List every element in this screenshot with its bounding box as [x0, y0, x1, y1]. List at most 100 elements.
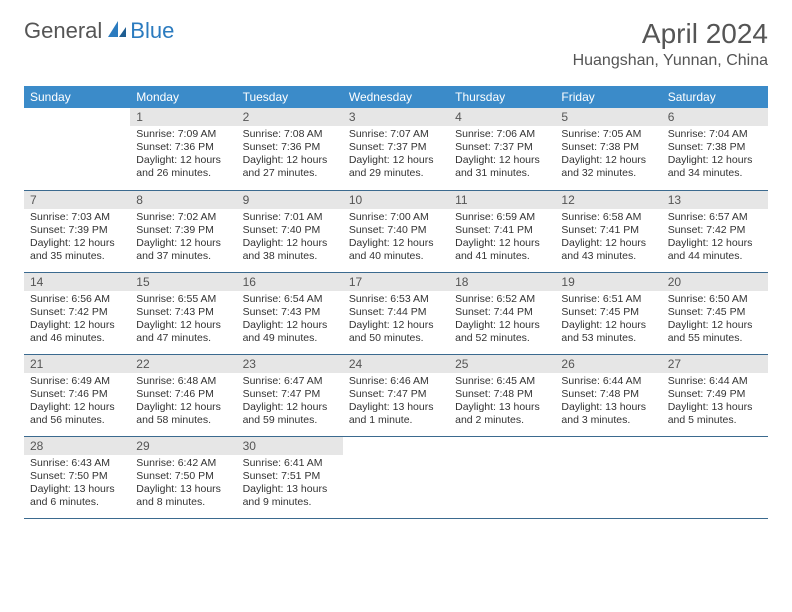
day-number: 29 [130, 437, 236, 455]
day-d1: Daylight: 13 hours [561, 401, 655, 414]
day-d1: Daylight: 13 hours [668, 401, 762, 414]
day-number: 15 [130, 273, 236, 291]
day-d2: and 34 minutes. [668, 167, 762, 180]
dow-sunday: Sunday [24, 86, 130, 108]
day-content: Sunrise: 6:59 AMSunset: 7:41 PMDaylight:… [449, 209, 555, 268]
day-d2: and 38 minutes. [243, 250, 337, 263]
day-ss: Sunset: 7:37 PM [349, 141, 443, 154]
day-cell: 15Sunrise: 6:55 AMSunset: 7:43 PMDayligh… [130, 272, 236, 354]
day-content: Sunrise: 6:42 AMSunset: 7:50 PMDaylight:… [130, 455, 236, 514]
day-sr: Sunrise: 6:56 AM [30, 293, 124, 306]
day-d2: and 29 minutes. [349, 167, 443, 180]
day-d1: Daylight: 13 hours [349, 401, 443, 414]
day-cell: 8Sunrise: 7:02 AMSunset: 7:39 PMDaylight… [130, 190, 236, 272]
day-d2: and 52 minutes. [455, 332, 549, 345]
day-number: 22 [130, 355, 236, 373]
day-cell: 19Sunrise: 6:51 AMSunset: 7:45 PMDayligh… [555, 272, 661, 354]
day-content: Sunrise: 7:07 AMSunset: 7:37 PMDaylight:… [343, 126, 449, 185]
logo-text-general: General [24, 18, 102, 44]
day-sr: Sunrise: 7:00 AM [349, 211, 443, 224]
day-number: 26 [555, 355, 661, 373]
day-number: 28 [24, 437, 130, 455]
day-d2: and 47 minutes. [136, 332, 230, 345]
day-content: Sunrise: 6:44 AMSunset: 7:48 PMDaylight:… [555, 373, 661, 432]
day-ss: Sunset: 7:48 PM [455, 388, 549, 401]
day-number: 3 [343, 108, 449, 126]
day-cell: 3Sunrise: 7:07 AMSunset: 7:37 PMDaylight… [343, 108, 449, 190]
day-d2: and 2 minutes. [455, 414, 549, 427]
day-ss: Sunset: 7:45 PM [561, 306, 655, 319]
day-content: Sunrise: 6:50 AMSunset: 7:45 PMDaylight:… [662, 291, 768, 350]
day-cell: 5Sunrise: 7:05 AMSunset: 7:38 PMDaylight… [555, 108, 661, 190]
day-number: 18 [449, 273, 555, 291]
day-cell: 21Sunrise: 6:49 AMSunset: 7:46 PMDayligh… [24, 354, 130, 436]
day-d1: Daylight: 13 hours [243, 483, 337, 496]
day-content: Sunrise: 6:44 AMSunset: 7:49 PMDaylight:… [662, 373, 768, 432]
day-d2: and 3 minutes. [561, 414, 655, 427]
day-d1: Daylight: 12 hours [561, 319, 655, 332]
day-cell: 11Sunrise: 6:59 AMSunset: 7:41 PMDayligh… [449, 190, 555, 272]
day-d2: and 50 minutes. [349, 332, 443, 345]
day-ss: Sunset: 7:40 PM [349, 224, 443, 237]
day-ss: Sunset: 7:45 PM [668, 306, 762, 319]
dow-wednesday: Wednesday [343, 86, 449, 108]
day-content: Sunrise: 6:57 AMSunset: 7:42 PMDaylight:… [662, 209, 768, 268]
day-d2: and 32 minutes. [561, 167, 655, 180]
day-d1: Daylight: 12 hours [455, 154, 549, 167]
day-ss: Sunset: 7:39 PM [136, 224, 230, 237]
day-cell: 4Sunrise: 7:06 AMSunset: 7:37 PMDaylight… [449, 108, 555, 190]
day-d1: Daylight: 12 hours [668, 237, 762, 250]
day-cell [449, 436, 555, 518]
day-content: Sunrise: 6:41 AMSunset: 7:51 PMDaylight:… [237, 455, 343, 514]
day-sr: Sunrise: 6:43 AM [30, 457, 124, 470]
day-ss: Sunset: 7:42 PM [668, 224, 762, 237]
day-cell: 22Sunrise: 6:48 AMSunset: 7:46 PMDayligh… [130, 354, 236, 436]
day-d1: Daylight: 13 hours [455, 401, 549, 414]
day-d1: Daylight: 12 hours [136, 319, 230, 332]
day-number: 6 [662, 108, 768, 126]
day-cell [662, 436, 768, 518]
dow-tuesday: Tuesday [237, 86, 343, 108]
day-d2: and 59 minutes. [243, 414, 337, 427]
day-d2: and 44 minutes. [668, 250, 762, 263]
day-number: 30 [237, 437, 343, 455]
day-sr: Sunrise: 6:48 AM [136, 375, 230, 388]
day-d2: and 49 minutes. [243, 332, 337, 345]
day-ss: Sunset: 7:48 PM [561, 388, 655, 401]
dow-saturday: Saturday [662, 86, 768, 108]
day-content: Sunrise: 6:55 AMSunset: 7:43 PMDaylight:… [130, 291, 236, 350]
day-sr: Sunrise: 7:03 AM [30, 211, 124, 224]
day-ss: Sunset: 7:46 PM [30, 388, 124, 401]
day-number: 13 [662, 191, 768, 209]
day-ss: Sunset: 7:40 PM [243, 224, 337, 237]
day-ss: Sunset: 7:36 PM [136, 141, 230, 154]
day-ss: Sunset: 7:46 PM [136, 388, 230, 401]
day-sr: Sunrise: 7:02 AM [136, 211, 230, 224]
dow-friday: Friday [555, 86, 661, 108]
day-sr: Sunrise: 6:53 AM [349, 293, 443, 306]
day-content: Sunrise: 6:49 AMSunset: 7:46 PMDaylight:… [24, 373, 130, 432]
day-sr: Sunrise: 6:47 AM [243, 375, 337, 388]
day-sr: Sunrise: 7:07 AM [349, 128, 443, 141]
day-ss: Sunset: 7:49 PM [668, 388, 762, 401]
day-sr: Sunrise: 7:01 AM [243, 211, 337, 224]
title-block: April 2024 Huangshan, Yunnan, China [573, 18, 768, 70]
day-ss: Sunset: 7:47 PM [243, 388, 337, 401]
day-d1: Daylight: 12 hours [561, 237, 655, 250]
day-content: Sunrise: 7:03 AMSunset: 7:39 PMDaylight:… [24, 209, 130, 268]
day-number: 17 [343, 273, 449, 291]
day-d1: Daylight: 12 hours [30, 237, 124, 250]
day-d1: Daylight: 12 hours [349, 237, 443, 250]
day-content: Sunrise: 7:05 AMSunset: 7:38 PMDaylight:… [555, 126, 661, 185]
month-title: April 2024 [573, 18, 768, 50]
day-content: Sunrise: 7:00 AMSunset: 7:40 PMDaylight:… [343, 209, 449, 268]
day-sr: Sunrise: 6:42 AM [136, 457, 230, 470]
day-ss: Sunset: 7:38 PM [561, 141, 655, 154]
day-cell: 25Sunrise: 6:45 AMSunset: 7:48 PMDayligh… [449, 354, 555, 436]
day-cell: 14Sunrise: 6:56 AMSunset: 7:42 PMDayligh… [24, 272, 130, 354]
day-content: Sunrise: 6:58 AMSunset: 7:41 PMDaylight:… [555, 209, 661, 268]
day-d2: and 27 minutes. [243, 167, 337, 180]
week-row: 28Sunrise: 6:43 AMSunset: 7:50 PMDayligh… [24, 436, 768, 518]
day-ss: Sunset: 7:43 PM [136, 306, 230, 319]
day-sr: Sunrise: 7:05 AM [561, 128, 655, 141]
